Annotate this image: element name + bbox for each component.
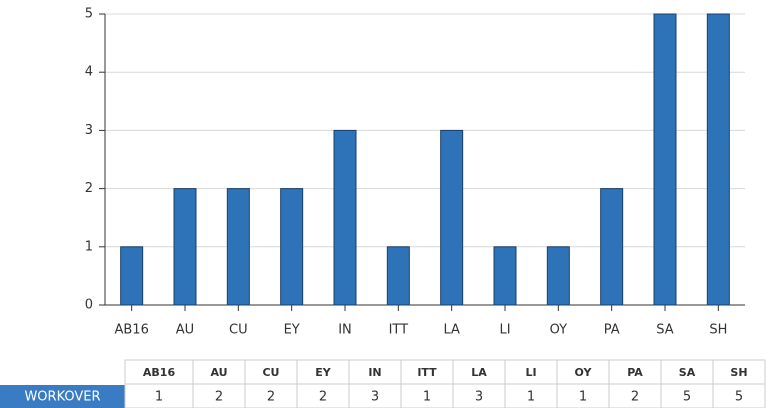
table-cell bbox=[712, 383, 766, 408]
column-header: IN bbox=[368, 366, 381, 379]
cell-value: 2 bbox=[267, 390, 275, 405]
bar bbox=[653, 13, 677, 306]
x-tick-label: PA bbox=[604, 323, 620, 338]
bar bbox=[120, 246, 144, 306]
column-header: CU bbox=[262, 366, 279, 379]
y-tick-label: 5 bbox=[85, 7, 93, 22]
x-tick-label: IN bbox=[338, 323, 352, 338]
bar bbox=[706, 13, 730, 306]
bar bbox=[546, 246, 570, 306]
bar bbox=[280, 188, 304, 306]
cell-value: 1 bbox=[155, 390, 163, 405]
row-label: WORKOVER bbox=[24, 390, 100, 405]
bar bbox=[440, 129, 464, 306]
column-header: OY bbox=[575, 366, 593, 379]
x-tick-label: CU bbox=[229, 323, 248, 338]
y-tick-label: 3 bbox=[85, 123, 93, 138]
column-header: EY bbox=[315, 366, 332, 379]
x-tick-label: AU bbox=[176, 323, 194, 338]
cell-value: 1 bbox=[527, 390, 535, 405]
cell-value: 3 bbox=[475, 390, 483, 405]
x-tick-label: AB16 bbox=[114, 323, 148, 338]
column-header: LI bbox=[525, 366, 536, 379]
column-header: SH bbox=[730, 366, 747, 379]
cell-value: 1 bbox=[579, 390, 587, 405]
row-header bbox=[0, 385, 125, 408]
y-tick-label: 4 bbox=[85, 65, 93, 80]
bar bbox=[173, 188, 197, 306]
column-header: SA bbox=[679, 366, 696, 379]
cell-value: 5 bbox=[735, 390, 743, 405]
y-tick-label: 2 bbox=[85, 181, 93, 196]
bar bbox=[226, 188, 250, 306]
y-tick-label: 1 bbox=[85, 239, 93, 254]
x-tick-label: LI bbox=[499, 323, 510, 338]
column-header: LA bbox=[471, 366, 487, 379]
bar bbox=[600, 188, 624, 306]
bar bbox=[386, 246, 410, 306]
x-tick-label: SH bbox=[709, 323, 727, 338]
cell-value: 1 bbox=[423, 390, 431, 405]
column-header: PA bbox=[627, 366, 643, 379]
cell-value: 5 bbox=[683, 390, 691, 405]
x-tick-label: SA bbox=[656, 323, 673, 338]
bar bbox=[493, 246, 517, 306]
x-tick-label: OY bbox=[550, 323, 568, 338]
column-header: ITT bbox=[417, 366, 437, 379]
bar bbox=[333, 129, 357, 306]
x-tick-label: ITT bbox=[389, 323, 409, 338]
cell-value: 2 bbox=[215, 390, 223, 405]
y-tick-label: 0 bbox=[85, 298, 93, 313]
cell-value: 2 bbox=[631, 390, 639, 405]
x-tick-label: EY bbox=[284, 323, 300, 338]
column-header: AB16 bbox=[143, 366, 176, 379]
cell-value: 2 bbox=[319, 390, 327, 405]
cell-value: 3 bbox=[371, 390, 379, 405]
x-tick-label: LA bbox=[443, 323, 460, 338]
column-header: AU bbox=[210, 366, 227, 379]
